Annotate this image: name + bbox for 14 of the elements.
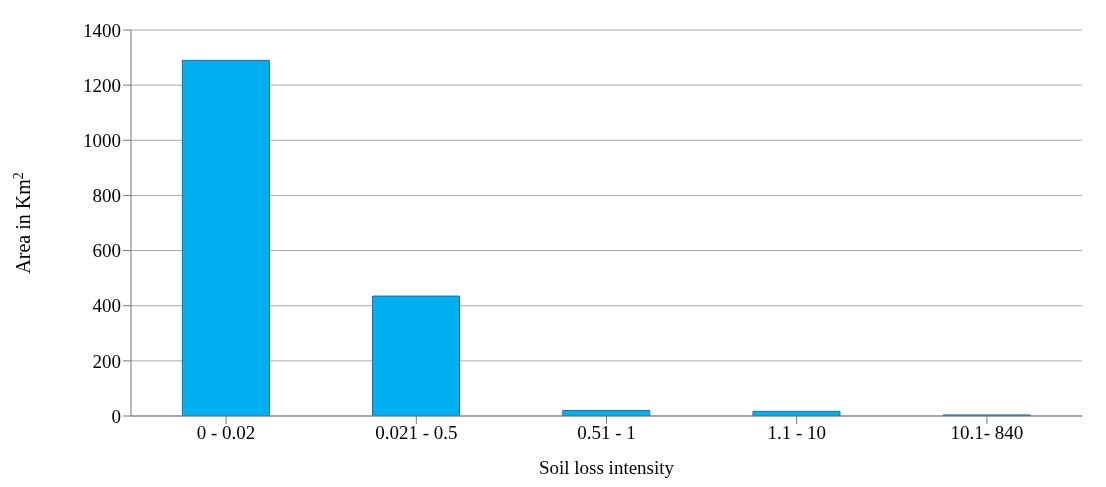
y-tick-label: 1000 [83, 130, 121, 152]
x-tick-label: 0.021 - 0.5 [375, 422, 458, 444]
y-tick-label: 400 [92, 295, 121, 317]
x-tick-label: 0 - 0.02 [196, 422, 256, 444]
y-tick-label: 200 [92, 350, 121, 372]
x-tick-label: 1.1 - 10 [767, 422, 826, 444]
y-tick-label: 1400 [83, 19, 121, 41]
y-tick-label: 600 [92, 240, 121, 262]
x-tick-label: 0.51 - 1 [577, 422, 636, 444]
y-tick-label: 1200 [83, 74, 121, 96]
x-axis-title: Soil loss intensity [538, 457, 675, 478]
y-tick-label: 800 [92, 185, 121, 207]
x-tick-label: 10.1- 840 [950, 422, 1024, 444]
y-tick-label: 0 [111, 405, 121, 427]
